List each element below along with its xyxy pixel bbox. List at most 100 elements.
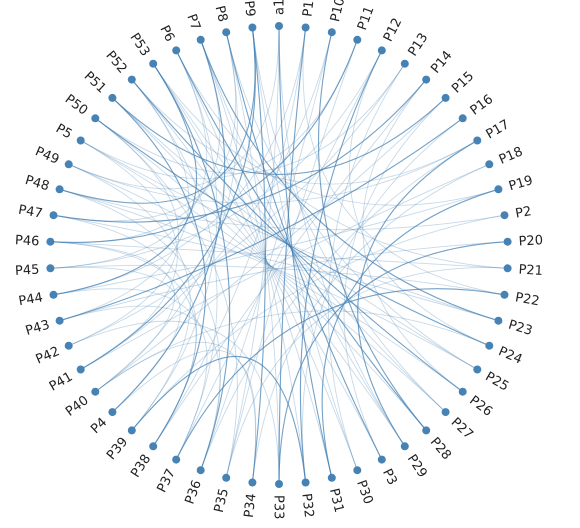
node-P9[interactable]: P9 <box>241 0 258 32</box>
node-dot[interactable] <box>275 22 283 30</box>
node-P43[interactable]: P43 <box>24 316 64 339</box>
node-dot[interactable] <box>301 23 310 32</box>
node-P40[interactable]: P40 <box>63 387 100 420</box>
node-P30[interactable]: P30 <box>353 466 376 506</box>
node-dot[interactable] <box>458 387 467 396</box>
node-P22[interactable]: P22 <box>500 290 541 309</box>
node-dot[interactable] <box>458 114 467 123</box>
node-dot[interactable] <box>64 160 73 169</box>
node-P35[interactable]: P35 <box>212 473 232 514</box>
node-P12[interactable]: P12 <box>377 16 405 55</box>
node-P53[interactable]: P53 <box>127 31 158 68</box>
node-dot[interactable] <box>76 136 85 145</box>
node-dot[interactable] <box>275 480 283 488</box>
node-dot[interactable] <box>149 59 158 68</box>
node-P44[interactable]: P44 <box>17 290 58 309</box>
node-P20[interactable]: P20 <box>503 233 544 250</box>
node-P3[interactable]: P3 <box>377 455 400 488</box>
node-dot[interactable] <box>149 442 158 451</box>
node-P14[interactable]: P14 <box>422 48 456 84</box>
node-P7[interactable]: P7 <box>183 12 205 44</box>
node-P49[interactable]: P49 <box>33 144 73 169</box>
node-dot[interactable] <box>222 473 231 482</box>
node-dot[interactable] <box>400 59 409 68</box>
node-P28[interactable]: P28 <box>422 426 454 463</box>
node-dot[interactable] <box>494 316 503 325</box>
node-P21[interactable]: P21 <box>503 263 544 279</box>
node-dot[interactable] <box>353 466 362 475</box>
node-dot[interactable] <box>327 28 336 37</box>
node-P29[interactable]: P29 <box>400 442 430 481</box>
node-dot[interactable] <box>494 185 503 194</box>
node-dot[interactable] <box>473 136 482 145</box>
node-dot[interactable] <box>400 442 409 451</box>
node-dot[interactable] <box>353 35 362 44</box>
node-P10[interactable]: P10 <box>327 0 348 37</box>
node-P26[interactable]: P26 <box>458 387 495 420</box>
node-dot[interactable] <box>485 160 494 169</box>
node-dot[interactable] <box>127 75 136 84</box>
node-P37[interactable]: P37 <box>155 455 181 496</box>
node-a1[interactable]: a1 <box>273 0 288 30</box>
node-dot[interactable] <box>327 473 336 482</box>
node-dot[interactable] <box>46 264 55 273</box>
node-dot[interactable] <box>108 408 117 417</box>
node-dot[interactable] <box>76 365 85 374</box>
node-dot[interactable] <box>377 455 386 464</box>
node-dot[interactable] <box>91 387 100 396</box>
node-dot[interactable] <box>473 365 482 374</box>
node-dot[interactable] <box>301 478 310 487</box>
node-dot[interactable] <box>441 93 450 102</box>
node-P17[interactable]: P17 <box>473 117 512 145</box>
node-P27[interactable]: P27 <box>441 408 476 443</box>
node-P16[interactable]: P16 <box>458 92 496 123</box>
node-dot[interactable] <box>500 211 509 220</box>
node-P45[interactable]: P45 <box>15 263 55 279</box>
node-P48[interactable]: P48 <box>23 173 64 194</box>
node-P4[interactable]: P4 <box>88 408 117 437</box>
node-dot[interactable] <box>422 75 431 84</box>
node-P31[interactable]: P31 <box>326 473 346 514</box>
node-P51[interactable]: P51 <box>81 69 117 102</box>
node-dot[interactable] <box>49 211 58 220</box>
node-dot[interactable] <box>127 426 136 435</box>
node-P6[interactable]: P6 <box>156 23 181 55</box>
node-P5[interactable]: P5 <box>53 121 85 145</box>
node-P25[interactable]: P25 <box>473 365 511 395</box>
node-P39[interactable]: P39 <box>104 426 136 463</box>
node-dot[interactable] <box>64 341 73 350</box>
node-dot[interactable] <box>172 455 181 464</box>
node-P33[interactable]: P33 <box>270 480 285 519</box>
node-P52[interactable]: P52 <box>102 48 136 84</box>
node-dot[interactable] <box>55 185 64 194</box>
node-dot[interactable] <box>46 237 55 246</box>
node-P19[interactable]: P19 <box>494 173 535 194</box>
node-dot[interactable] <box>55 316 64 325</box>
node-dot[interactable] <box>196 35 205 44</box>
node-dot[interactable] <box>485 341 494 350</box>
node-P41[interactable]: P41 <box>47 365 85 395</box>
node-P23[interactable]: P23 <box>494 316 534 339</box>
node-dot[interactable] <box>500 290 509 299</box>
node-dot[interactable] <box>441 408 450 417</box>
node-P15[interactable]: P15 <box>441 69 478 102</box>
node-P47[interactable]: P47 <box>17 203 58 222</box>
node-dot[interactable] <box>91 114 100 123</box>
node-P42[interactable]: P42 <box>34 341 73 368</box>
node-P32[interactable]: P32 <box>298 478 316 519</box>
node-dot[interactable] <box>503 264 512 273</box>
node-P11[interactable]: P11 <box>353 4 377 44</box>
node-P34[interactable]: P34 <box>242 478 260 519</box>
node-P13[interactable]: P13 <box>400 31 432 68</box>
node-P2[interactable]: P2 <box>500 204 533 222</box>
node-P24[interactable]: P24 <box>485 341 524 368</box>
node-P18[interactable]: P18 <box>485 144 525 169</box>
node-P46[interactable]: P46 <box>15 233 55 250</box>
node-dot[interactable] <box>377 46 386 55</box>
node-dot[interactable] <box>49 290 58 299</box>
node-dot[interactable] <box>222 28 231 37</box>
node-dot[interactable] <box>172 46 181 55</box>
node-dot[interactable] <box>248 478 257 487</box>
node-P38[interactable]: P38 <box>128 442 158 481</box>
node-dot[interactable] <box>248 23 257 32</box>
